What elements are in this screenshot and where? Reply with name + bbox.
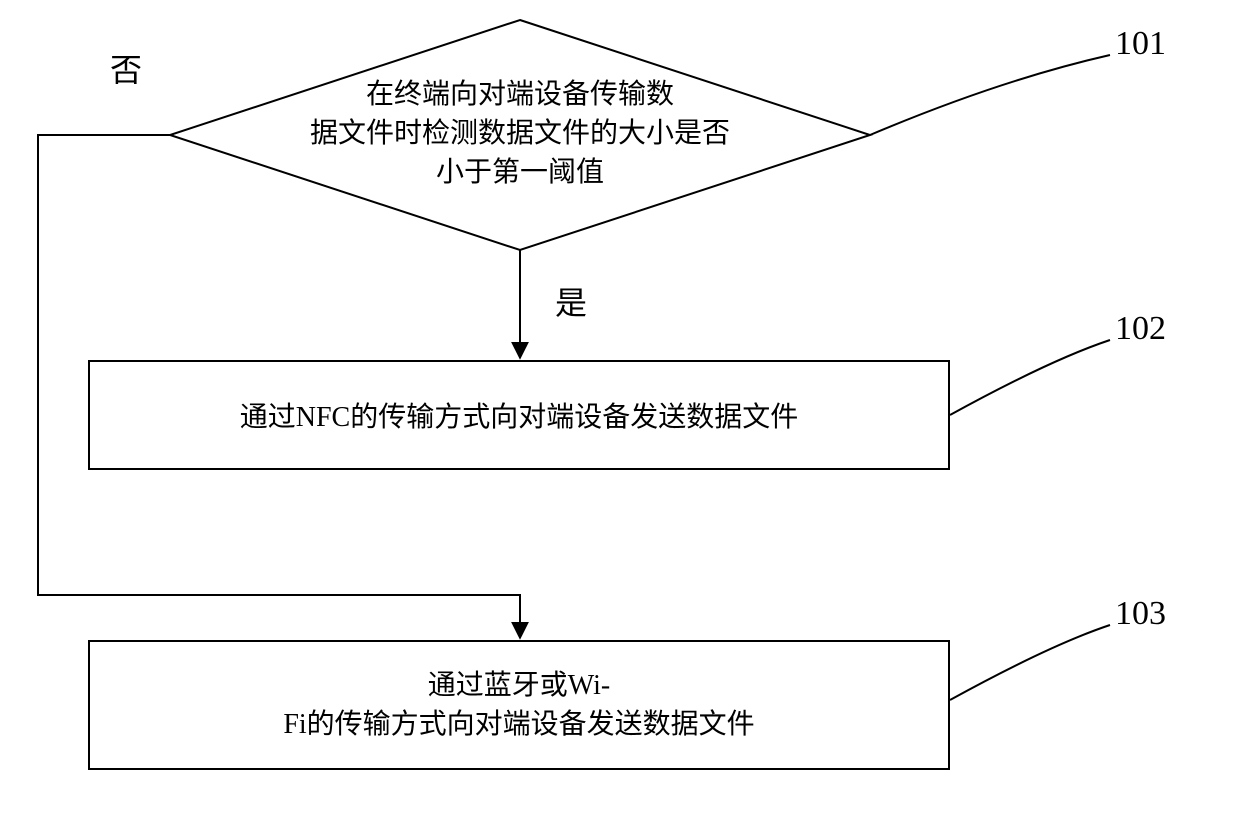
- process-node-102-text: 通过NFC的传输方式向对端设备发送数据文件: [240, 395, 798, 435]
- callout-103: 103: [1115, 595, 1166, 633]
- callout-103-leader: [950, 625, 1110, 700]
- callout-102-leader: [950, 340, 1110, 415]
- decision-node-101-shape: [170, 20, 870, 250]
- callout-102: 102: [1115, 310, 1166, 348]
- edge-yes-label: 是: [555, 278, 587, 324]
- process-node-103-text: 通过蓝牙或Wi- Fi的传输方式向对端设备发送数据文件: [283, 666, 754, 744]
- decision-node-101-text: 在终端向对端设备传输数 据文件时检测数据文件的大小是否 小于第一阈值: [240, 75, 800, 193]
- process-node-102: 通过NFC的传输方式向对端设备发送数据文件: [88, 360, 950, 470]
- flowchart-canvas: 在终端向对端设备传输数 据文件时检测数据文件的大小是否 小于第一阈值 通过NFC…: [0, 0, 1240, 815]
- process-node-103: 通过蓝牙或Wi- Fi的传输方式向对端设备发送数据文件: [88, 640, 950, 770]
- edge-no-label: 否: [110, 45, 142, 91]
- callout-101-leader: [870, 55, 1110, 135]
- callout-101: 101: [1115, 25, 1166, 63]
